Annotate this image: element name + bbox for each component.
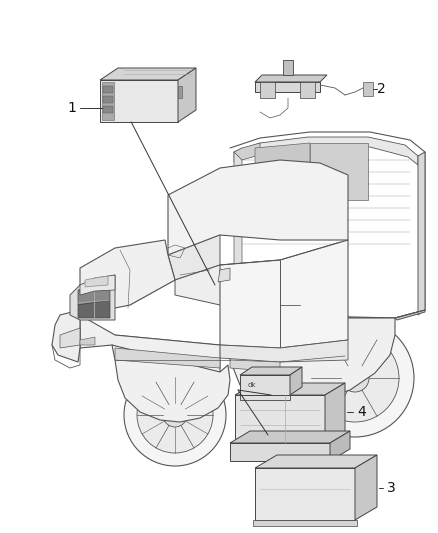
- Polygon shape: [115, 348, 220, 368]
- Polygon shape: [255, 75, 327, 82]
- Polygon shape: [235, 443, 325, 458]
- Ellipse shape: [124, 364, 226, 466]
- Polygon shape: [255, 455, 377, 468]
- Polygon shape: [175, 260, 285, 305]
- Ellipse shape: [137, 377, 213, 453]
- Polygon shape: [355, 455, 377, 520]
- Polygon shape: [418, 152, 425, 315]
- Polygon shape: [103, 96, 113, 103]
- Polygon shape: [218, 268, 230, 282]
- Text: 1: 1: [67, 101, 76, 115]
- Polygon shape: [100, 68, 196, 80]
- Polygon shape: [230, 318, 395, 403]
- Ellipse shape: [288, 458, 306, 468]
- Polygon shape: [70, 275, 115, 320]
- Ellipse shape: [163, 403, 187, 427]
- Polygon shape: [112, 345, 230, 422]
- Polygon shape: [52, 310, 80, 362]
- Polygon shape: [80, 337, 95, 345]
- Text: dk: dk: [248, 382, 257, 388]
- Ellipse shape: [341, 364, 369, 392]
- Polygon shape: [230, 360, 280, 372]
- Polygon shape: [240, 395, 290, 400]
- Ellipse shape: [266, 490, 274, 498]
- Ellipse shape: [91, 272, 97, 280]
- Polygon shape: [260, 82, 275, 98]
- Polygon shape: [100, 80, 178, 122]
- Polygon shape: [168, 235, 220, 280]
- Polygon shape: [78, 300, 110, 318]
- Polygon shape: [234, 137, 418, 165]
- Polygon shape: [310, 143, 368, 200]
- Polygon shape: [60, 328, 80, 348]
- Polygon shape: [220, 240, 348, 348]
- Polygon shape: [325, 383, 345, 443]
- Polygon shape: [230, 431, 350, 443]
- Polygon shape: [330, 431, 350, 461]
- Polygon shape: [85, 276, 108, 287]
- Polygon shape: [235, 395, 325, 443]
- Polygon shape: [115, 335, 348, 362]
- Polygon shape: [255, 82, 320, 92]
- Polygon shape: [80, 275, 115, 295]
- Polygon shape: [255, 143, 310, 205]
- Text: 3: 3: [387, 481, 396, 495]
- Polygon shape: [234, 148, 242, 314]
- Polygon shape: [235, 383, 345, 395]
- Polygon shape: [80, 240, 175, 315]
- Polygon shape: [178, 68, 196, 122]
- Polygon shape: [230, 443, 330, 461]
- Polygon shape: [240, 367, 302, 375]
- Polygon shape: [300, 82, 315, 98]
- Ellipse shape: [311, 334, 399, 422]
- Polygon shape: [78, 282, 110, 305]
- Polygon shape: [363, 82, 373, 96]
- Polygon shape: [290, 367, 302, 395]
- Polygon shape: [102, 82, 114, 120]
- Polygon shape: [234, 143, 260, 160]
- Ellipse shape: [296, 319, 414, 437]
- Polygon shape: [80, 315, 220, 380]
- Polygon shape: [255, 468, 355, 520]
- Polygon shape: [395, 310, 425, 320]
- Polygon shape: [253, 520, 357, 526]
- Polygon shape: [103, 86, 113, 93]
- Polygon shape: [178, 86, 182, 98]
- Polygon shape: [103, 106, 113, 113]
- Polygon shape: [283, 60, 293, 75]
- Text: 4: 4: [357, 406, 366, 419]
- Text: 2: 2: [377, 82, 386, 96]
- Polygon shape: [168, 160, 348, 255]
- Ellipse shape: [313, 458, 331, 468]
- Polygon shape: [240, 375, 290, 395]
